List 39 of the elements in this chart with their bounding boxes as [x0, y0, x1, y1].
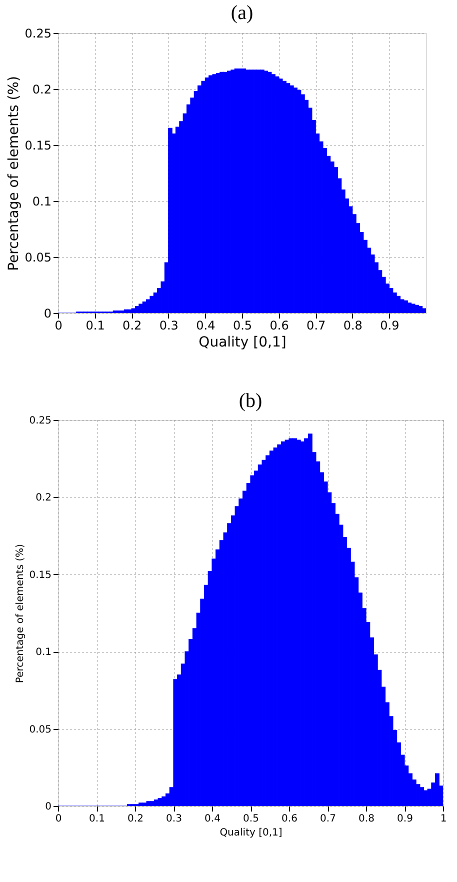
y-tick-label: 0.05: [24, 250, 52, 264]
x-tick-label: 0.2: [122, 318, 142, 332]
y-tick-label: 0: [45, 802, 52, 812]
y-tick-label: 0: [44, 306, 52, 320]
y-tick-label: 0.1: [36, 647, 52, 658]
y-axis-title: Percentage of elements (%): [15, 544, 26, 684]
y-tick-label: 0.15: [29, 570, 52, 581]
y-tick-label: 0.15: [24, 138, 52, 152]
y-tick-label: 0.05: [29, 724, 52, 736]
x-tick-label: 1: [440, 814, 447, 824]
x-axis-title: Quality [0,1]: [220, 828, 282, 838]
chart-title: (a): [230, 2, 254, 24]
x-tick-label: 0.5: [232, 318, 252, 332]
x-tick-label: 0.4: [196, 318, 216, 332]
x-tick-label: 0.6: [282, 814, 298, 824]
x-tick-label: 0.1: [86, 318, 105, 332]
y-tick-label: 0.2: [32, 82, 52, 96]
y-tick-label: 0.2: [36, 492, 52, 504]
x-tick-label: 0.9: [380, 318, 400, 332]
y-axis-title: Percentage of elements (%): [6, 76, 22, 271]
x-tick-label: 0.2: [128, 814, 144, 824]
x-tick-label: 0.7: [320, 814, 336, 824]
y-tick-label: 0.25: [24, 26, 52, 40]
x-tick-label: 0: [55, 814, 62, 824]
x-tick-label: 0.4: [204, 814, 220, 824]
y-tick-label: 0.25: [29, 416, 52, 426]
x-axis-title: Quality [0,1]: [198, 334, 286, 350]
x-tick-label: 0.8: [358, 814, 374, 824]
chart-title: (b): [238, 390, 262, 412]
y-tick-label: 0.1: [32, 194, 52, 208]
x-tick-label: 0.6: [270, 318, 289, 332]
x-tick-label: 0.1: [89, 814, 105, 824]
x-tick-label: 0: [54, 318, 62, 332]
x-tick-label: 0.7: [306, 318, 326, 332]
x-tick-label: 0.5: [243, 814, 259, 824]
x-tick-label: 0.9: [397, 814, 413, 824]
x-tick-label: 0.3: [166, 814, 182, 824]
x-tick-label: 0.3: [159, 318, 178, 332]
x-tick-label: 0.8: [343, 318, 362, 332]
